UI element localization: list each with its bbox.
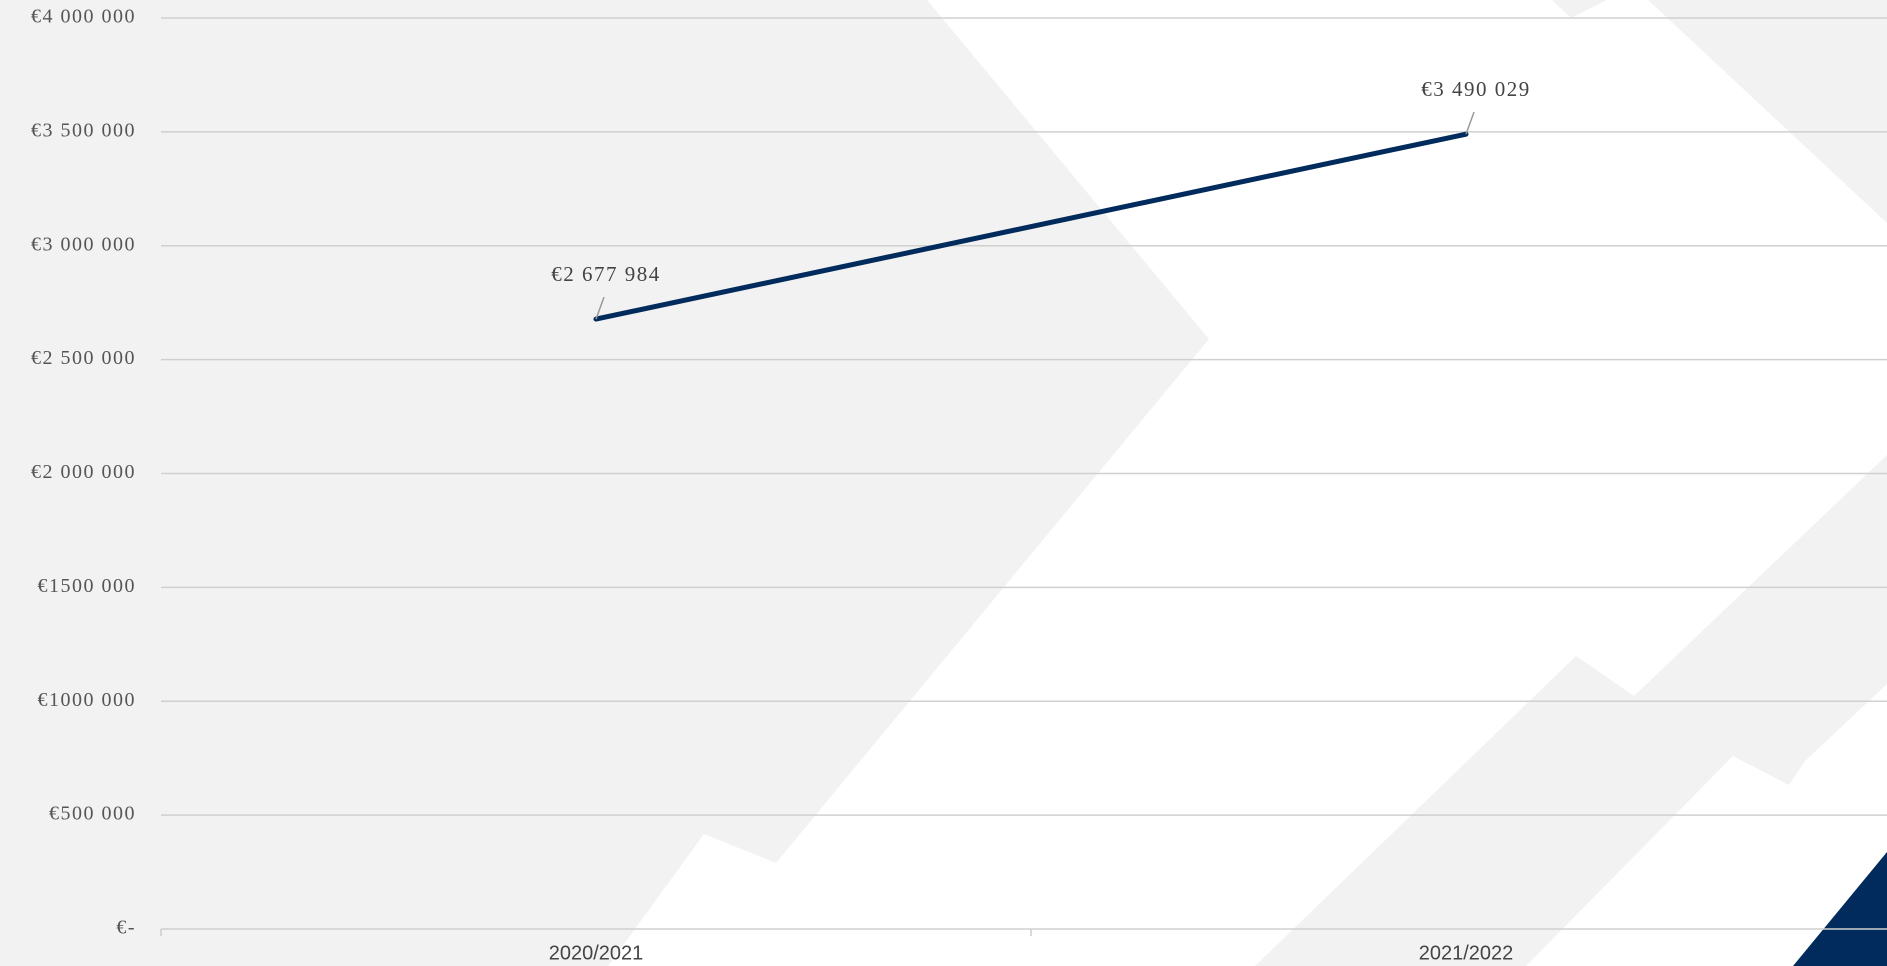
bg-shape [1255, 455, 1887, 966]
y-tick-label: €500 000 [49, 803, 136, 825]
data-label: €2 677 984 [551, 262, 661, 286]
y-tick-label: €- [116, 917, 136, 939]
y-tick-label: €1000 000 [38, 689, 137, 711]
x-tick-label: 2020/2021 [549, 942, 644, 964]
bg-shape [0, 0, 1209, 966]
y-tick-label: €3 500 000 [31, 119, 136, 141]
y-tick-label: €2 500 000 [31, 347, 136, 369]
bg-shape [1552, 0, 1887, 223]
y-tick-label: €4 000 000 [31, 6, 136, 28]
x-tick-label: 2021/2022 [1419, 942, 1514, 964]
corner-shape [1793, 852, 1887, 966]
y-tick-label: €3 000 000 [31, 233, 136, 255]
data-label: €3 490 029 [1421, 77, 1531, 101]
leader-line [595, 296, 605, 320]
line-series [593, 131, 1469, 322]
y-tick-label: €2 000 000 [31, 461, 136, 483]
y-tick-label: €1500 000 [38, 575, 137, 597]
leader-line [1465, 111, 1475, 135]
